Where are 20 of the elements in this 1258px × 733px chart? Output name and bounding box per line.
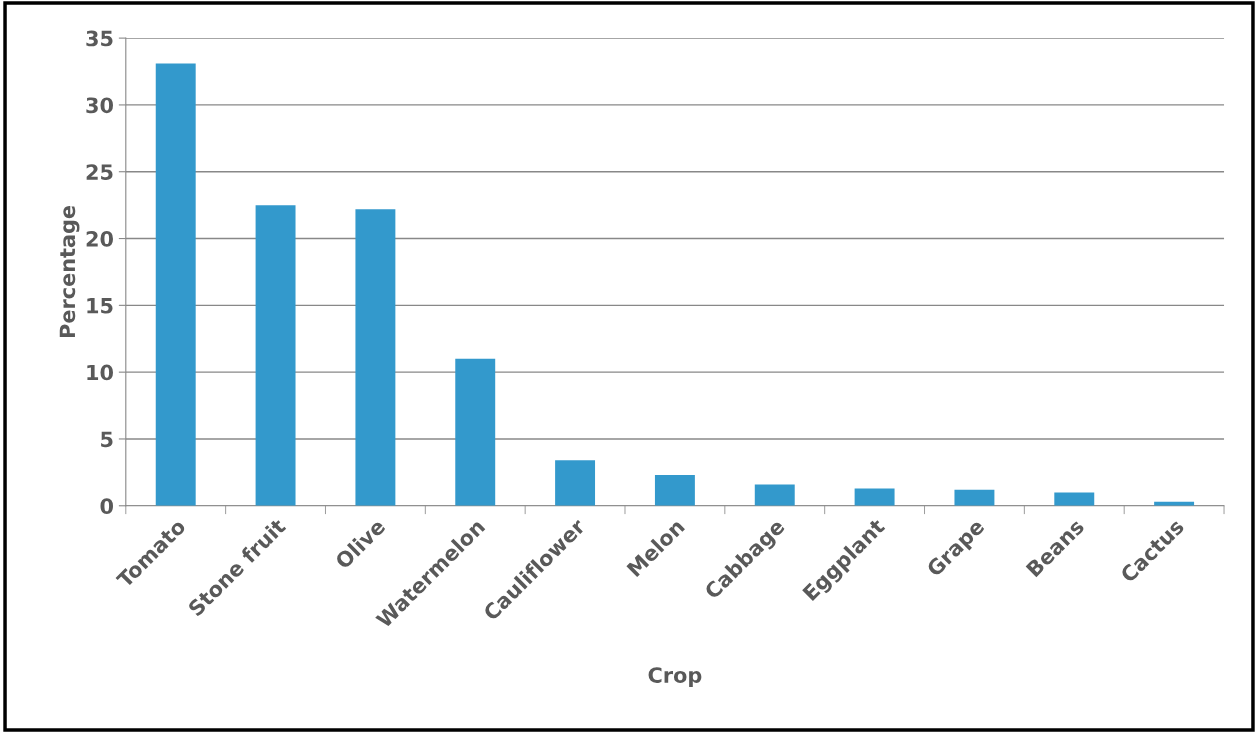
y-tick-label: 5 [101,431,113,448]
x-axis-title: Crop [648,667,702,687]
bar [255,205,296,506]
bar [954,489,995,506]
bar [754,484,795,506]
y-tick-label: 25 [86,164,113,180]
y-axis-title: Percentage [59,205,80,338]
bar [155,63,196,506]
bar [555,460,596,506]
bar [355,209,396,506]
y-tick-label: 10 [87,364,113,381]
bar [654,475,695,506]
y-tick-label: 30 [86,97,113,114]
y-tick-label: 20 [86,230,113,247]
bar [1054,492,1095,506]
y-tick-label: 0 [100,498,113,514]
y-tick-label: 15 [87,298,113,314]
bar [455,358,496,506]
y-tick-label: 35 [86,30,113,47]
bar [854,488,895,506]
